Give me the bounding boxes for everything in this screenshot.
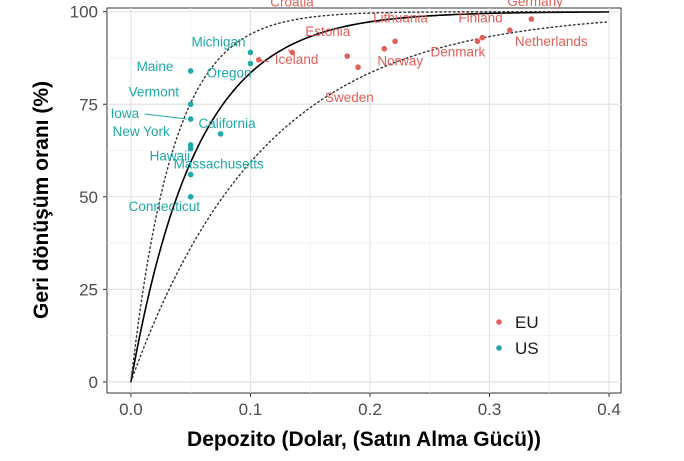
legend: EU US [496,313,539,358]
legend-label: EU [515,313,539,332]
data-point [528,16,535,22]
point-label: Hawaii [150,149,191,164]
data-point [479,34,486,41]
legend-label: US [515,339,539,358]
point-label: Connecticut [129,199,201,214]
point-label: Finland [458,11,502,26]
data-points [187,16,535,200]
x-axis-title: Depozito (Dolar, (Satın Alma Gücü)) [187,428,541,451]
point-labels: Croatia Iceland Estonia Lithuania Norway Swed… [111,0,588,214]
x-tick-label: 0.1 [239,400,263,419]
legend-key [496,319,502,325]
y-tick-label: 100 [70,3,98,22]
x-tick-label: 0.2 [358,400,382,419]
confidence-curve [130,11,610,383]
point-label: Sweden [325,90,374,105]
data-point [187,101,194,108]
point-label: California [199,116,257,131]
data-point [474,38,481,45]
data-point [392,38,398,45]
data-point [187,68,194,74]
point-label: Iowa [111,106,140,121]
point-label: Netherlands [515,34,588,49]
data-point [256,57,262,63]
data-point [247,49,254,56]
data-point [344,53,351,59]
point-label: Iceland [275,52,319,67]
data-point [187,193,194,200]
data-point [187,145,194,152]
y-axis-title: Geri dönüşüm oranı (%) [30,81,53,319]
x-tick-label: 0.0 [119,400,143,419]
point-label: New York [113,124,170,139]
x-tick-label: 0.4 [597,400,621,419]
x-tick-label: 0.3 [478,400,502,419]
data-point [507,27,513,34]
point-label: Vermont [129,84,180,99]
data-point [355,64,361,71]
y-tick-label: 75 [79,95,98,114]
confidence-curve [130,21,610,383]
legend-key [496,345,502,351]
y-tick-label: 25 [79,280,98,299]
data-point [381,45,388,52]
axis-ticks: 0.0 0.1 0.2 0.3 0.4 0 25 50 75 100 [70,3,621,419]
point-label: Lithuania [373,10,428,25]
data-point [247,60,254,67]
data-point [289,49,296,56]
leader-line [144,113,187,120]
point-label: Oregon [206,66,251,81]
point-label: Croatia [270,0,314,9]
data-point [187,116,194,122]
point-label: Estonia [305,24,351,39]
data-point [187,171,194,178]
point-label: Massachusetts [174,157,264,172]
point-label: Maine [137,59,174,74]
data-point [217,131,224,137]
point-label: Germany [507,0,563,9]
y-tick-label: 50 [79,188,98,207]
y-tick-label: 0 [89,373,98,392]
point-label: Michigan [191,34,245,49]
fit-curves [130,11,610,383]
fit-curve [130,11,610,383]
point-label: Norway [377,54,423,69]
point-label: Denmark [431,44,486,59]
